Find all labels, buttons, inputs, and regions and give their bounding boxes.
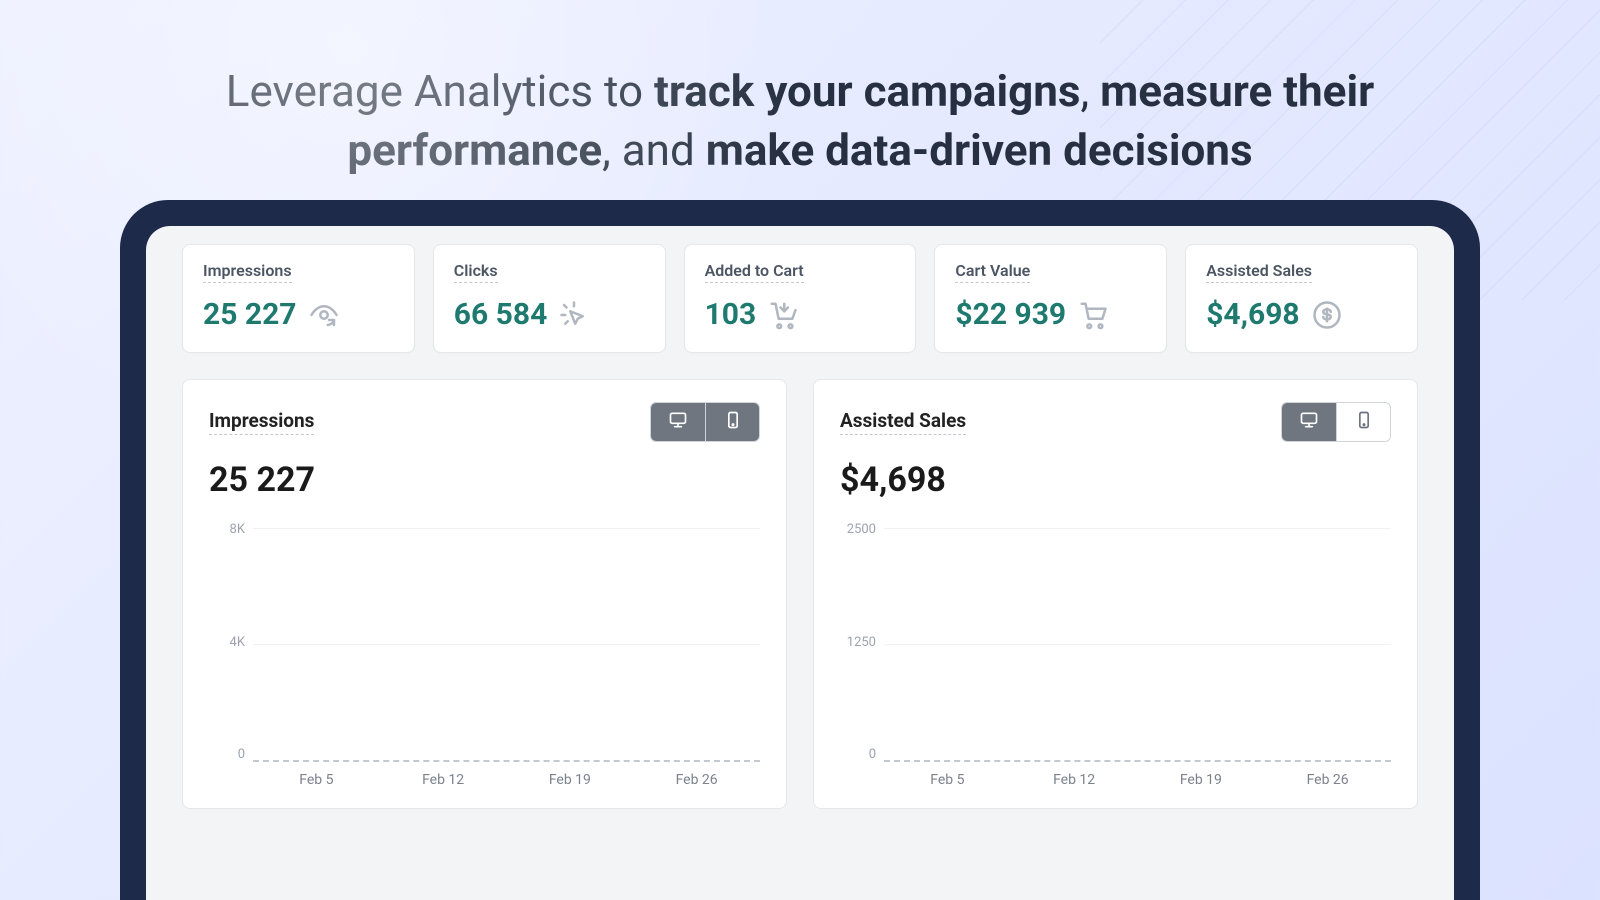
chart-big-value: $4,698 — [840, 460, 1391, 500]
tablet-screen: Impressions 25 227 Clicks 66 584 Added to Ca… — [146, 226, 1454, 900]
chart-plot — [884, 528, 1391, 762]
charts-row: Impressions25 2278K4K0Feb 5Feb 12Feb 19F… — [182, 379, 1418, 809]
stat-card-clicks[interactable]: Clicks 66 584 — [433, 244, 666, 353]
chart-title: Impressions — [209, 409, 314, 435]
chart-area: 8K 4K 0 Feb 5Feb 12Feb 19Feb 26 — [209, 522, 760, 792]
desktop-toggle-button[interactable] — [651, 403, 705, 441]
cart-icon — [1078, 300, 1108, 330]
tablet-frame: Impressions 25 227 Clicks 66 584 Added to Ca… — [120, 200, 1480, 900]
x-tick-label: Feb 19 — [507, 772, 634, 792]
bars-container — [253, 528, 760, 760]
mobile-toggle-button[interactable] — [1336, 403, 1390, 441]
chart-title: Assisted Sales — [840, 409, 966, 435]
cart-add-icon — [768, 300, 798, 330]
headline-bold-3: make data-driven decisions — [706, 124, 1253, 176]
y-tick-label: 8K — [230, 522, 245, 537]
y-tick-label: 1250 — [847, 635, 876, 650]
stat-label: Clicks — [454, 261, 498, 283]
headline-bold-1: track your campaigns — [654, 65, 1080, 117]
device-toggle-group — [1281, 402, 1391, 442]
headline: Leverage Analytics to track your campaig… — [200, 0, 1400, 181]
y-axis: 8K 4K 0 — [209, 522, 253, 762]
stat-label: Added to Cart — [705, 261, 804, 283]
stat-card-added-to-cart[interactable]: Added to Cart 103 — [684, 244, 917, 353]
x-axis: Feb 5Feb 12Feb 19Feb 26 — [884, 766, 1391, 792]
chart-big-value: 25 227 — [209, 460, 760, 500]
headline-prefix: Leverage Analytics to — [226, 65, 654, 117]
chart-area: 2500 1250 0 Feb 5Feb 12Feb 19Feb 26 — [840, 522, 1391, 792]
headline-sep-1: , — [1081, 65, 1101, 117]
x-tick-label: Feb 19 — [1138, 772, 1265, 792]
stat-value: $4,698 — [1206, 297, 1299, 332]
x-tick-label: Feb 26 — [633, 772, 760, 792]
y-tick-label: 4K — [230, 635, 245, 650]
x-tick-label: Feb 12 — [380, 772, 507, 792]
desktop-icon — [1299, 410, 1319, 434]
y-tick-label: 0 — [238, 747, 245, 762]
chart-plot — [253, 528, 760, 762]
device-toggle-group — [650, 402, 760, 442]
bars-container — [884, 528, 1391, 760]
stat-label: Impressions — [203, 261, 292, 283]
stat-value: 66 584 — [454, 297, 548, 332]
headline-sep-2: , and — [602, 124, 706, 176]
x-tick-label: Feb 5 — [884, 772, 1011, 792]
y-tick-label: 0 — [869, 747, 876, 762]
stat-value: 103 — [705, 297, 757, 332]
chart-card-impressions: Impressions 25 227 8K 4K 0 Feb 5Feb 12Feb 19F… — [182, 379, 787, 809]
mobile-icon — [723, 410, 743, 434]
stats-row: Impressions 25 227 Clicks 66 584 Added to Ca… — [182, 244, 1418, 353]
stat-card-assisted-sales[interactable]: Assisted Sales $4,698 — [1185, 244, 1418, 353]
chart-card-assisted-sales: Assisted Sales $4,698 2500 1250 0 Feb 5Feb 12… — [813, 379, 1418, 809]
mobile-toggle-button[interactable] — [705, 403, 759, 441]
x-tick-label: Feb 26 — [1264, 772, 1391, 792]
y-tick-label: 2500 — [847, 522, 876, 537]
stat-card-cart-value[interactable]: Cart Value $22 939 — [934, 244, 1167, 353]
stat-label: Cart Value — [955, 261, 1030, 283]
x-tick-label: Feb 5 — [253, 772, 380, 792]
desktop-icon — [668, 410, 688, 434]
y-axis: 2500 1250 0 — [840, 522, 884, 762]
x-axis: Feb 5Feb 12Feb 19Feb 26 — [253, 766, 760, 792]
stat-card-impressions[interactable]: Impressions 25 227 — [182, 244, 415, 353]
eye-refresh-icon — [309, 300, 339, 330]
x-tick-label: Feb 12 — [1011, 772, 1138, 792]
stat-value: 25 227 — [203, 297, 297, 332]
mobile-icon — [1354, 410, 1374, 434]
stat-label: Assisted Sales — [1206, 261, 1312, 283]
cursor-click-icon — [559, 300, 589, 330]
desktop-toggle-button[interactable] — [1282, 403, 1336, 441]
dollar-circle-icon — [1312, 300, 1342, 330]
stat-value: $22 939 — [955, 297, 1066, 332]
